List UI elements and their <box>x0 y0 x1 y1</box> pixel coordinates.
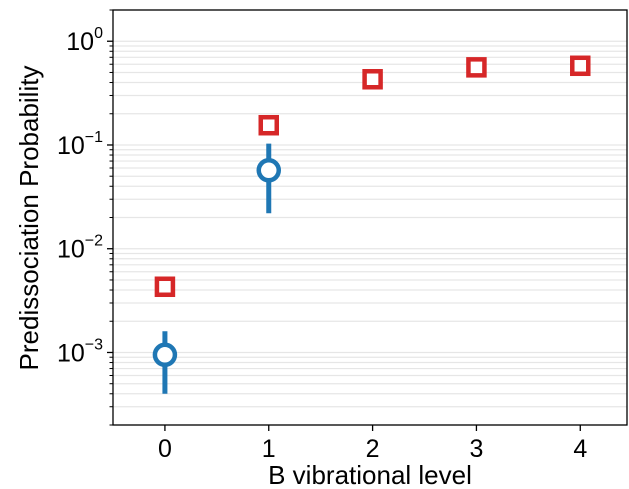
square-marker <box>258 114 280 136</box>
circle-marker <box>152 342 178 368</box>
x-tick-label: 4 <box>573 435 587 463</box>
x-tick-label: 2 <box>366 435 380 463</box>
x-axis-ticks: 0 1 2 3 4 <box>158 425 587 463</box>
y-tick-label: 100 <box>66 25 103 56</box>
y-axis-ticks: 100 10−1 10−2 10−3 <box>57 9 113 426</box>
data-marks <box>152 55 591 394</box>
x-tick-label: 0 <box>158 435 172 463</box>
y-tick-label: 10−3 <box>57 336 103 367</box>
square-marker <box>154 276 176 298</box>
x-tick-label: 1 <box>262 435 276 463</box>
y-tick-label: 10−2 <box>57 233 103 264</box>
grid <box>113 9 627 426</box>
square-marker <box>362 69 383 90</box>
square-marker <box>466 57 487 78</box>
y-axis-label: Predissociation Probability <box>14 66 44 371</box>
square-marker <box>570 55 591 77</box>
y-tick-label: 10−1 <box>57 129 103 160</box>
x-axis-label: B vibrational level <box>268 460 472 489</box>
x-tick-label: 3 <box>469 435 483 463</box>
circle-marker <box>256 158 282 183</box>
